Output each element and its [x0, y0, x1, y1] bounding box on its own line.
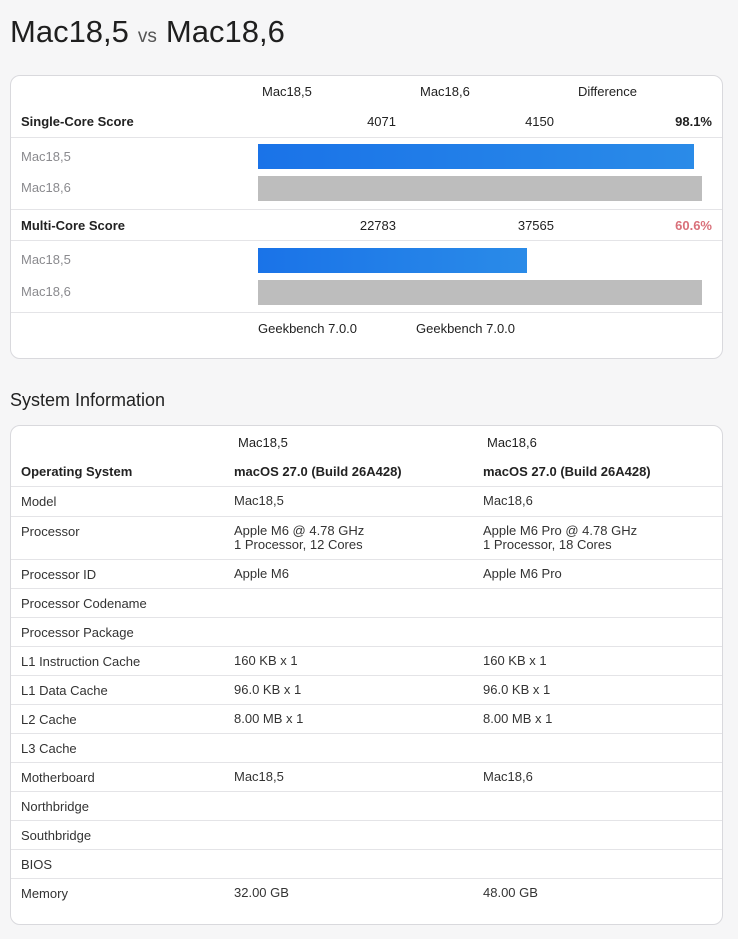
info-label: Southbridge	[21, 828, 92, 843]
info-label: Motherboard	[21, 770, 95, 785]
benchmark-card: Mac18,5 Mac18,6 Difference Single-Core S…	[10, 75, 723, 359]
info-value-2: Apple M6 Pro	[483, 566, 562, 581]
system-header-row: Mac18,5 Mac18,6	[11, 426, 722, 456]
header-difference: Difference	[578, 84, 638, 99]
info-label: L2 Cache	[21, 712, 77, 727]
multi-core-difference: 60.6%	[675, 218, 712, 233]
multi-core-bar-row-1: Mac18,5	[11, 240, 722, 273]
multi-core-bar-device-2	[258, 280, 702, 305]
info-value-1: 8.00 MB x 1	[234, 711, 304, 726]
info-row-l1-instruction-cache: L1 Instruction Cache 160 KB x 1 160 KB x…	[11, 646, 722, 675]
info-value-1: Mac18,5	[234, 769, 284, 784]
info-value-1: 32.00 GB	[234, 885, 289, 900]
info-row-motherboard: Motherboard Mac18,5 Mac18,6	[11, 762, 722, 791]
info-row-memory: Memory 32.00 GB 48.00 GB	[11, 878, 722, 908]
info-row-southbridge: Southbridge	[11, 820, 722, 849]
header-device-2[interactable]: Mac18,6	[420, 84, 470, 99]
title-device-2: Mac18,6	[165, 14, 285, 49]
info-row-l3-cache: L3 Cache	[11, 733, 722, 762]
info-row-processor-package: Processor Package	[11, 617, 722, 646]
multi-core-score-1: 22783	[359, 218, 396, 233]
info-value-1: Apple M6	[234, 566, 289, 581]
info-value-1: Mac18,5	[234, 493, 284, 508]
version-device-2: Geekbench 7.0.0	[416, 321, 516, 336]
processor-line-1: Apple M6 @ 4.78 GHz	[234, 523, 365, 538]
info-row-northbridge: Northbridge	[11, 791, 722, 820]
single-core-bar-device-1	[258, 144, 694, 169]
info-value-1: Apple M6 @ 4.78 GHz 1 Processor, 12 Core…	[234, 524, 364, 552]
version-device-1: Geekbench 7.0.0	[258, 321, 358, 336]
processor-line-2: 1 Processor, 18 Cores	[483, 537, 612, 552]
multi-core-label: Multi-Core Score	[21, 218, 126, 233]
info-value-2: Apple M6 Pro @ 4.78 GHz 1 Processor, 18 …	[483, 524, 637, 552]
info-value-2: 160 KB x 1	[483, 653, 547, 668]
info-row-model: Model Mac18,5 Mac18,6	[11, 486, 722, 516]
info-value-2: 8.00 MB x 1	[483, 711, 553, 726]
single-core-score-2: 4150	[525, 114, 554, 129]
info-value-2: 48.00 GB	[483, 885, 538, 900]
info-row-processor-codename: Processor Codename	[11, 588, 722, 617]
bar-label: Mac18,6	[21, 284, 71, 299]
info-row-processor-id: Processor ID Apple M6 Apple M6 Pro	[11, 559, 722, 588]
info-label: Processor ID	[21, 567, 97, 582]
info-label: Northbridge	[21, 799, 89, 814]
benchmark-header-row: Mac18,5 Mac18,6 Difference	[11, 76, 722, 106]
info-label: L3 Cache	[21, 741, 77, 756]
info-label: Processor Package	[21, 625, 134, 640]
sys-header-device-1[interactable]: Mac18,5	[238, 435, 288, 450]
info-row-processor: Processor Apple M6 @ 4.78 GHz 1 Processo…	[11, 516, 722, 559]
os-value-1: macOS 27.0 (Build 26A428)	[234, 464, 402, 479]
bar-label: Mac18,5	[21, 149, 71, 164]
info-label: Model	[21, 494, 57, 509]
info-value-1: 96.0 KB x 1	[234, 682, 302, 697]
single-core-label: Single-Core Score	[21, 114, 134, 129]
single-core-bar-row-1: Mac18,5	[11, 137, 722, 170]
info-value-2: Mac18,6	[483, 769, 533, 784]
single-core-difference: 98.1%	[675, 114, 712, 129]
single-core-bar-device-2	[258, 176, 702, 201]
os-value-2: macOS 27.0 (Build 26A428)	[483, 464, 651, 479]
info-value-2: 96.0 KB x 1	[483, 682, 551, 697]
info-value-2: Mac18,6	[483, 493, 533, 508]
multi-core-bar-row-2: Mac18,6	[11, 273, 722, 308]
version-row: Geekbench 7.0.0 Geekbench 7.0.0	[11, 312, 722, 342]
single-core-row: Single-Core Score 4071 4150 98.1%	[11, 106, 722, 136]
multi-core-bar-device-1	[258, 248, 527, 273]
processor-line-1: Apple M6 Pro @ 4.78 GHz	[483, 523, 638, 538]
info-label: L1 Instruction Cache	[21, 654, 141, 669]
bar-label: Mac18,6	[21, 180, 71, 195]
os-label: Operating System	[21, 464, 133, 479]
info-label: BIOS	[21, 857, 53, 872]
bar-label: Mac18,5	[21, 252, 71, 267]
info-row-l1-data-cache: L1 Data Cache 96.0 KB x 1 96.0 KB x 1	[11, 675, 722, 704]
page-title: Mac18,5 vs Mac18,6	[10, 14, 285, 54]
title-vs: vs	[137, 26, 157, 47]
title-device-1: Mac18,5	[10, 14, 129, 49]
info-row-l2-cache: L2 Cache 8.00 MB x 1 8.00 MB x 1	[11, 704, 722, 733]
multi-core-score-2: 37565	[517, 218, 554, 233]
sys-header-device-2[interactable]: Mac18,6	[487, 435, 537, 450]
processor-line-2: 1 Processor, 12 Cores	[234, 537, 363, 552]
single-core-score-1: 4071	[367, 114, 396, 129]
multi-core-row: Multi-Core Score 22783 37565 60.6%	[11, 209, 722, 240]
info-label: L1 Data Cache	[21, 683, 108, 698]
operating-system-row: Operating System macOS 27.0 (Build 26A42…	[11, 456, 722, 486]
info-label: Processor Codename	[21, 596, 147, 611]
info-row-bios: BIOS	[11, 849, 722, 878]
single-core-bar-row-2: Mac18,6	[11, 170, 722, 203]
info-label: Memory	[21, 886, 68, 901]
header-device-1[interactable]: Mac18,5	[262, 84, 312, 99]
system-info-title: System Information	[10, 390, 166, 410]
info-value-1: 160 KB x 1	[234, 653, 298, 668]
info-label: Processor	[21, 524, 80, 539]
system-info-card: Mac18,5 Mac18,6 Operating System macOS 2…	[10, 425, 723, 925]
